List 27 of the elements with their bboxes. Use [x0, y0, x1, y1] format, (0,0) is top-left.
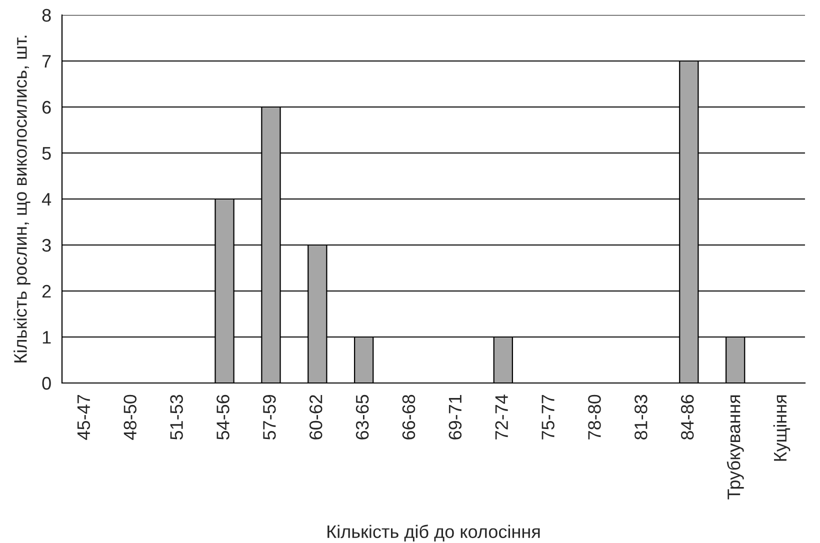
y-tick-label: 0 [42, 376, 51, 390]
x-tick-label: 69-71 [448, 394, 462, 440]
x-tick-label: 78-80 [588, 394, 601, 440]
x-tick-label: 75-77 [542, 395, 554, 440]
x-tick-label: 63-65 [356, 394, 369, 440]
x-tick-label: 84-86 [680, 394, 694, 440]
y-tick-label: 6 [42, 100, 51, 114]
x-tick-label: 57-59 [263, 394, 276, 440]
y-axis-title: Кількість рослин, що виколосились, шт. [14, 36, 30, 362]
y-tick-label: 5 [42, 147, 51, 160]
x-tick-label: 45-47 [77, 395, 90, 440]
x-tick-label: 81-83 [634, 394, 648, 440]
x-tick-label: 54-56 [216, 394, 230, 440]
x-tick-label: 48-50 [124, 394, 137, 440]
x-axis-title: Кількість діб до колосіння [328, 524, 540, 542]
y-tick-label: 2 [42, 284, 51, 298]
x-tick-label: Кущіння [773, 395, 790, 461]
x-tick-label: 66-68 [402, 394, 416, 440]
x-tick-label: Трубкування [726, 395, 744, 500]
x-tick-label: 51-53 [170, 394, 183, 440]
y-tick-label: 8 [42, 8, 51, 22]
y-tick-label: 4 [42, 193, 52, 206]
x-tick-label: 60-62 [309, 395, 322, 440]
y-tick-label: 7 [42, 55, 51, 68]
y-tick-label: 3 [42, 238, 51, 252]
x-tick-label: 72-74 [495, 394, 508, 440]
y-tick-label: 1 [42, 331, 51, 344]
